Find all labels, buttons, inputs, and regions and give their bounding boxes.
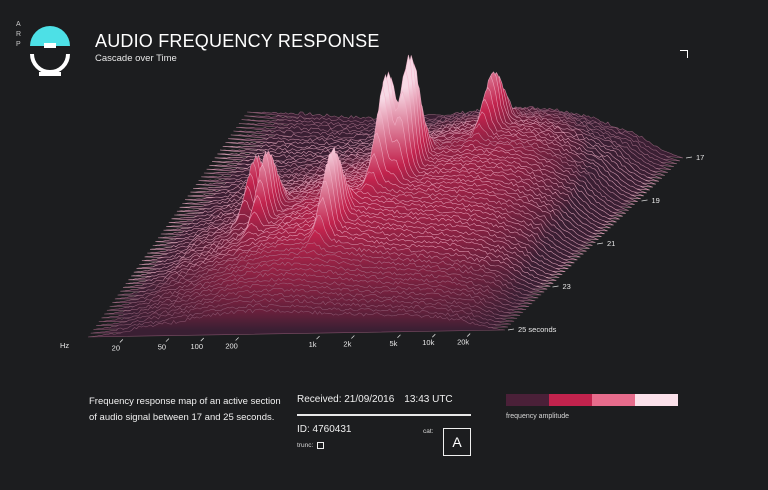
ridge-layer (87, 54, 684, 338)
x-tick-label: 10k (422, 338, 434, 347)
time-tick (596, 242, 604, 245)
axis-layer: Hz 20 50 100 200 1k 2k 5k 10k 20k 17 19 21 23 25 secon… (60, 153, 704, 352)
time-tick-label: 23 (563, 282, 571, 291)
x-tick (200, 337, 205, 342)
time-tick-label: 25 seconds (518, 325, 557, 334)
trunc-label: trunc: (297, 442, 314, 450)
x-tick-label: 50 (158, 343, 166, 352)
time-tick (507, 328, 515, 331)
received-date: Received: 21/09/2016 (297, 394, 395, 405)
x-tick-label: 20 (112, 343, 120, 352)
page-title: AUDIO FREQUENCY RESPONSE (95, 31, 380, 51)
logo (14, 20, 84, 80)
time-tick (641, 199, 648, 202)
x-tick-label: 1k (309, 340, 317, 349)
x-tick (235, 337, 239, 341)
x-axis-unit-label: Hz (60, 341, 69, 350)
cat-value: A (443, 428, 471, 456)
x-tick-label: 5k (389, 339, 397, 348)
trunc-checkbox[interactable] (317, 442, 325, 449)
legend-swatch (592, 394, 635, 406)
cat-label: cat: (423, 428, 434, 435)
time-tick-label: 17 (696, 153, 704, 162)
received-line: Received: 21/09/2016 13:43 UTC (297, 394, 453, 405)
trunc-indicator: trunc: (297, 442, 325, 450)
x-tick (165, 338, 170, 342)
logo-letter: A (16, 21, 21, 28)
x-tick-label: 100 (191, 342, 204, 351)
legend-label: frequency amplitude (506, 413, 570, 420)
x-tick (119, 339, 124, 343)
ridge-line (87, 308, 506, 338)
logo-letter: R (16, 31, 22, 38)
x-tick-label: 20k (457, 338, 469, 347)
x-tick (316, 335, 320, 340)
amplitude-legend (506, 394, 678, 406)
x-tick (397, 334, 401, 339)
divider (297, 414, 471, 416)
x-tick (432, 333, 436, 338)
time-tick-label: 21 (607, 239, 615, 248)
description: Frequency response map of an active sect… (89, 396, 281, 423)
corner-bracket-icon (680, 50, 688, 58)
legend-swatch (635, 394, 678, 406)
logo-letter: P (16, 41, 21, 48)
record-id: ID: 4760431 (297, 424, 352, 435)
x-tick-label: 2k (343, 340, 351, 349)
time-tick (685, 156, 693, 159)
received-time: 13:43 UTC (404, 394, 453, 405)
time-tick-label: 19 (652, 196, 660, 205)
x-tick (351, 335, 355, 339)
x-tick-label: 200 (225, 341, 238, 350)
time-tick (552, 285, 559, 288)
page-subtitle: Cascade over Time (95, 53, 177, 64)
x-tick (466, 333, 471, 337)
legend-swatch (506, 394, 549, 406)
arp-logo-icon (30, 26, 70, 76)
legend-swatch (549, 394, 592, 406)
logo-letters: A R P (16, 20, 21, 50)
